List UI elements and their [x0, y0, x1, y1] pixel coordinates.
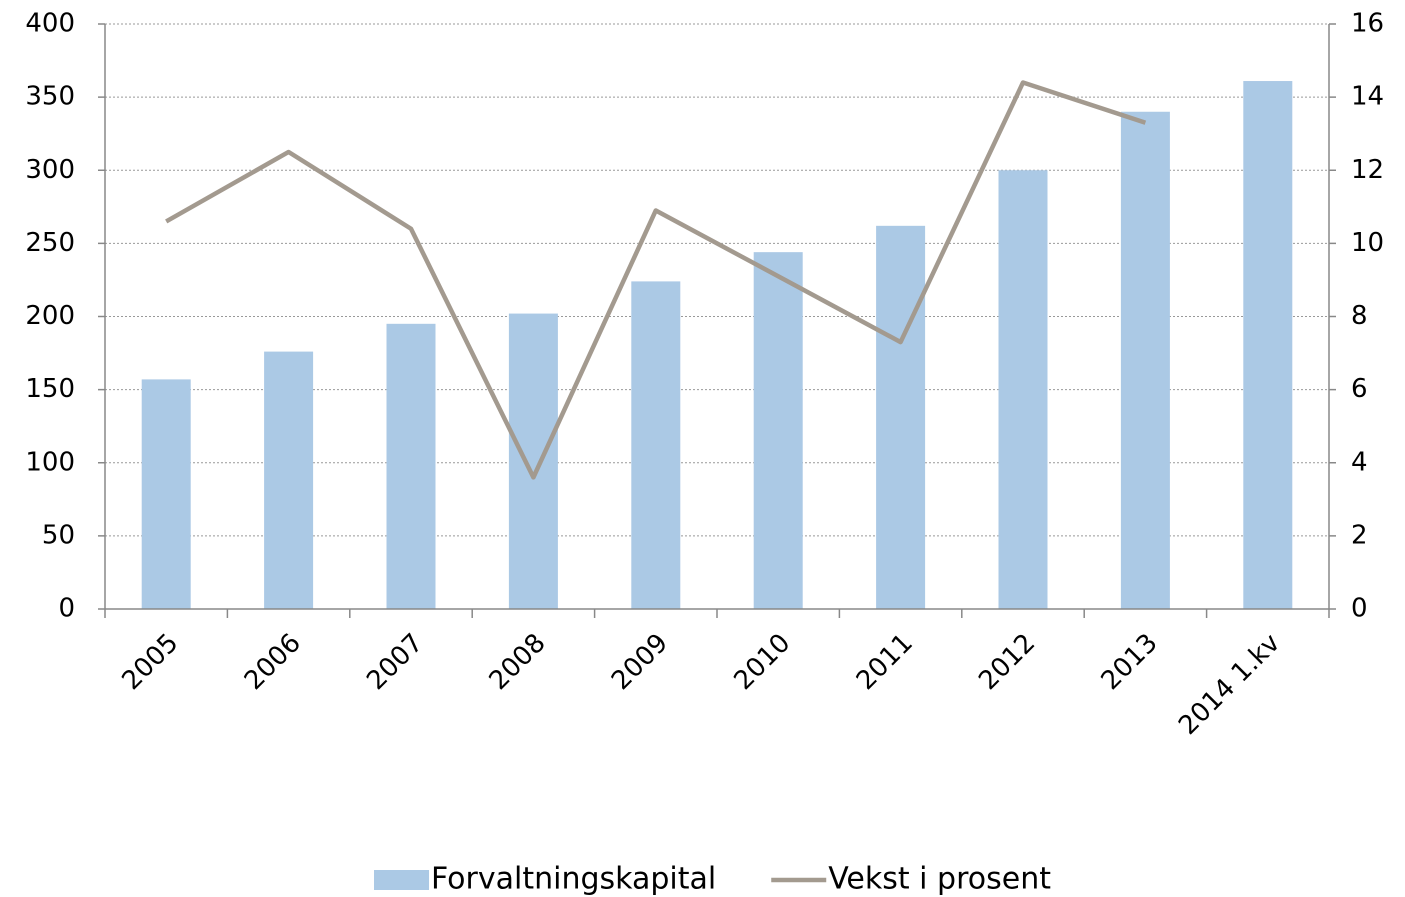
bar: [386, 323, 436, 609]
y2-tick-label: 16: [1351, 9, 1384, 39]
line: [165, 80, 1147, 480]
bar: [264, 351, 314, 609]
bar: [1120, 111, 1170, 609]
x-tick-label: 2009: [606, 628, 674, 696]
bar: [1243, 81, 1293, 610]
y-tick-label: 350: [25, 82, 75, 112]
x-tick-label: 2010: [728, 628, 796, 696]
y-tick-label: 100: [25, 447, 75, 477]
y2-tick-label: 12: [1351, 155, 1384, 185]
y-tick-label: 300: [25, 155, 75, 185]
x-tick-label: 2005: [116, 628, 184, 696]
y2-tick-label: 0: [1351, 594, 1368, 624]
x-tick-label: 2013: [1096, 628, 1164, 696]
bar: [508, 313, 558, 609]
legend-label: Vekst i prosent: [828, 862, 1051, 897]
bar: [631, 281, 681, 609]
x-tick-label: 2007: [361, 628, 429, 696]
y-tick-label: 200: [25, 301, 75, 331]
legend-swatch: [374, 870, 429, 890]
x-tick-label: 2012: [973, 628, 1041, 696]
x-tick-label: 2006: [239, 628, 307, 696]
y2-tick-label: 6: [1351, 374, 1368, 404]
y2-tick-label: 2: [1351, 520, 1368, 550]
y-tick-label: 50: [42, 520, 75, 550]
x-tick-label: 2008: [484, 628, 552, 696]
y-tick-label: 0: [58, 594, 75, 624]
bar: [876, 225, 926, 609]
y-tick-label: 250: [25, 228, 75, 258]
y-tick-label: 150: [25, 374, 75, 404]
legend-label: Forvaltningskapital: [431, 862, 716, 897]
y-tick-label: 400: [25, 9, 75, 39]
y2-tick-label: 8: [1351, 301, 1368, 331]
x-tick-label: 2011: [851, 628, 919, 696]
y2-tick-label: 10: [1351, 228, 1384, 258]
bar: [998, 170, 1048, 609]
y2-tick-label: 4: [1351, 447, 1368, 477]
y2-tick-label: 14: [1351, 82, 1384, 112]
bar: [753, 252, 803, 609]
bar: [141, 379, 191, 609]
x-tick-label: 2014 1.kv: [1173, 628, 1286, 741]
